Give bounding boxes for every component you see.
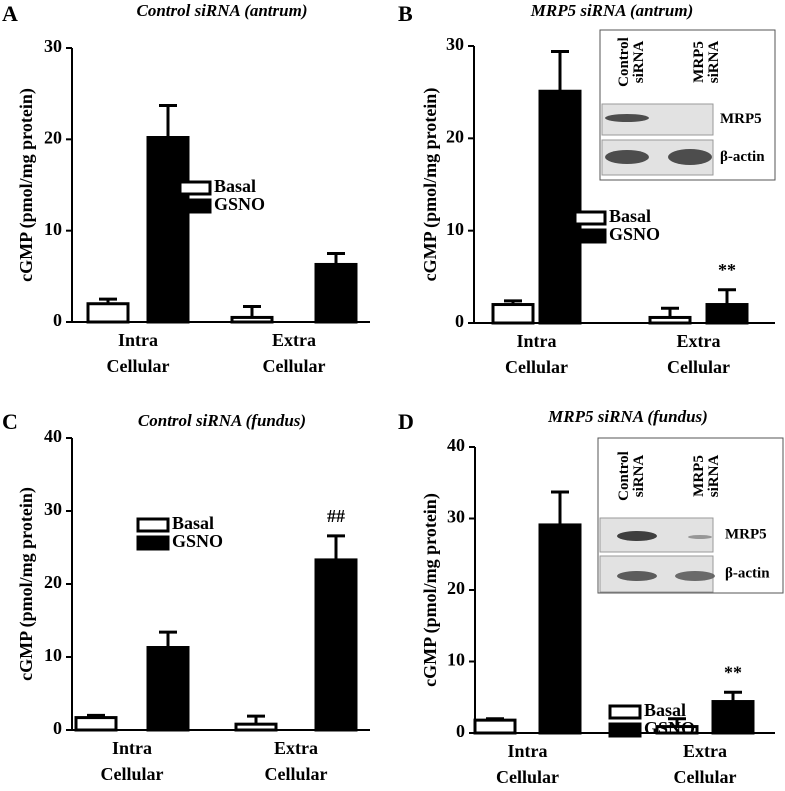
bar xyxy=(234,722,278,732)
x-tick-label: Extra Cellular xyxy=(674,741,737,786)
y-tick-label: 40 xyxy=(44,426,62,446)
y-axis-label: cGMP (pmol/mg protein) xyxy=(16,487,37,681)
inset-row-label: β-actin xyxy=(725,565,770,581)
annotation: ** xyxy=(724,662,742,682)
legend-swatch xyxy=(573,228,607,244)
bar xyxy=(314,262,358,324)
annotation: ## xyxy=(327,506,345,526)
bar xyxy=(473,718,517,735)
x-tick-label: Intra Cellular xyxy=(496,741,559,786)
panel-letter: A xyxy=(2,1,18,26)
bar xyxy=(146,136,190,324)
blot-band xyxy=(605,114,649,122)
legend-swatch xyxy=(573,210,607,226)
inset-column-label: ControlsiRNA xyxy=(616,451,647,501)
y-axis-label: cGMP (pmol/mg protein) xyxy=(420,493,441,687)
y-tick-label: 10 xyxy=(44,219,62,239)
chart-title: MRP5 siRNA (antrum) xyxy=(530,1,694,20)
blot-band xyxy=(617,531,657,541)
x-tick-label: Extra Cellular xyxy=(265,738,328,784)
bar xyxy=(314,558,358,732)
bar xyxy=(74,716,118,732)
legend-swatch xyxy=(178,198,212,214)
bar xyxy=(705,303,749,325)
x-tick-label: Intra Cellular xyxy=(505,331,568,377)
inset-column-label: MRP5siRNA xyxy=(691,455,722,498)
panel-letter: B xyxy=(398,1,413,26)
y-tick-label: 20 xyxy=(44,127,62,147)
annotation: ** xyxy=(718,260,736,280)
inset-row-label: MRP5 xyxy=(725,526,767,542)
legend-label: Basal xyxy=(609,206,651,226)
legend-label: GSNO xyxy=(609,224,660,244)
y-tick-label: 0 xyxy=(456,721,465,741)
legend-swatch xyxy=(178,180,212,196)
legend-label: Basal xyxy=(172,513,214,533)
chart-title: Control siRNA (fundus) xyxy=(138,411,306,430)
legend-label: Basal xyxy=(644,700,686,720)
y-tick-label: 10 xyxy=(44,645,62,665)
y-tick-label: 30 xyxy=(446,34,464,54)
y-tick-label: 0 xyxy=(455,311,464,331)
inset-column-label: ControlsiRNA xyxy=(616,37,647,87)
legend-label: GSNO xyxy=(172,531,223,551)
x-tick-label: Extra Cellular xyxy=(263,330,326,376)
y-tick-label: 10 xyxy=(447,650,465,670)
y-axis-label: cGMP (pmol/mg protein) xyxy=(420,88,441,282)
x-tick-label: Intra Cellular xyxy=(101,738,164,784)
legend-label: GSNO xyxy=(214,194,265,214)
legend-label: GSNO xyxy=(644,718,695,738)
chart-title: Control siRNA (antrum) xyxy=(136,1,307,20)
legend-swatch xyxy=(608,722,642,738)
blot-band xyxy=(617,571,657,581)
bar xyxy=(146,646,190,732)
x-tick-label: Intra Cellular xyxy=(107,330,170,376)
y-tick-label: 10 xyxy=(446,219,464,239)
panel-letter: C xyxy=(2,409,18,434)
bar xyxy=(230,315,274,324)
blot-band xyxy=(688,535,712,539)
y-tick-label: 30 xyxy=(44,499,62,519)
chart-title: MRP5 siRNA (fundus) xyxy=(547,407,708,426)
y-tick-label: 30 xyxy=(44,36,62,56)
bar xyxy=(538,523,582,735)
panel-letter: D xyxy=(398,409,414,434)
y-tick-label: 20 xyxy=(44,572,62,592)
legend-label: Basal xyxy=(214,176,256,196)
y-tick-label: 40 xyxy=(447,435,465,455)
y-tick-label: 30 xyxy=(447,507,465,527)
blot-band xyxy=(675,571,715,581)
inset-column-label: MRP5siRNA xyxy=(691,41,722,84)
legend-swatch xyxy=(136,517,170,533)
y-axis-label: cGMP (pmol/mg protein) xyxy=(16,88,37,282)
x-tick-label: Extra Cellular xyxy=(667,331,730,377)
y-tick-label: 20 xyxy=(447,578,465,598)
y-tick-label: 0 xyxy=(53,310,62,330)
bar xyxy=(655,725,699,735)
bar xyxy=(648,315,692,325)
bar xyxy=(491,303,535,325)
y-tick-label: 0 xyxy=(53,718,62,738)
legend-swatch xyxy=(608,704,642,720)
legend-swatch xyxy=(136,535,170,551)
bar xyxy=(711,700,755,735)
inset-row-label: MRP5 xyxy=(720,111,762,127)
blot-band xyxy=(668,149,712,165)
blot-band xyxy=(605,150,649,164)
y-tick-label: 20 xyxy=(446,126,464,146)
bar xyxy=(86,302,130,324)
inset-row-label: β-actin xyxy=(720,149,765,165)
bar xyxy=(538,89,582,325)
